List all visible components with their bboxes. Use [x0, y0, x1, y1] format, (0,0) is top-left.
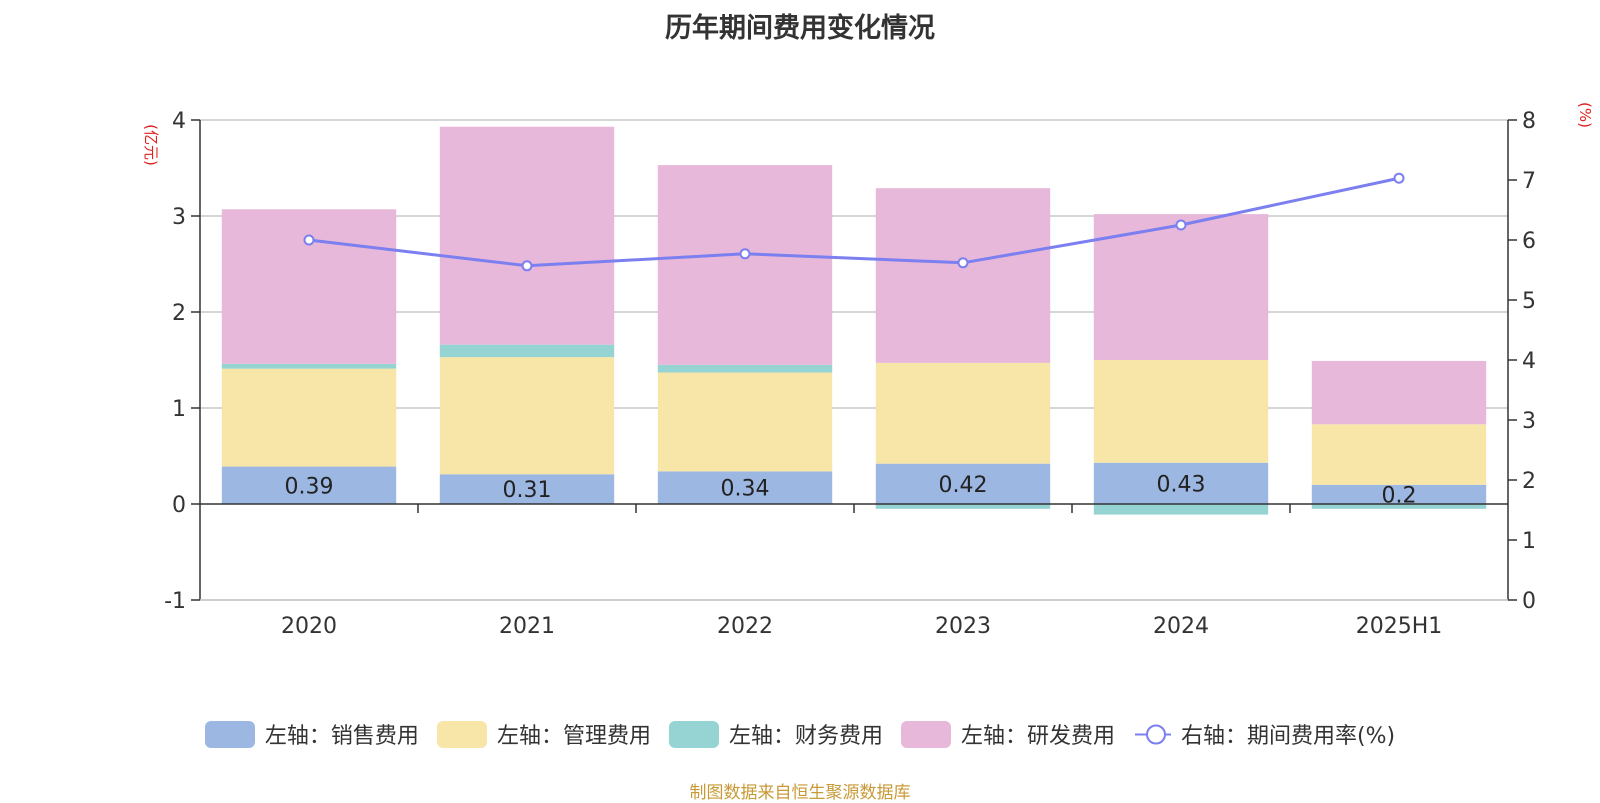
bar-segment [439, 126, 615, 345]
bar-segment [221, 363, 397, 369]
legend-item[interactable]: 左轴：研发费用 [900, 718, 1115, 750]
left-tick-label: 0 [172, 493, 186, 518]
right-tick-label: 5 [1522, 289, 1536, 314]
data-label: 0.43 [1157, 472, 1206, 497]
bar-segment [875, 188, 1051, 363]
data-label: 0.39 [285, 474, 334, 499]
right-tick-label: 6 [1522, 229, 1536, 254]
right-tick-label: 4 [1522, 349, 1536, 374]
bar-segment [875, 463, 1051, 504]
legend-label: 右轴：期间费用率(%) [1180, 724, 1396, 749]
legend-label: 左轴：财务费用 [728, 724, 883, 749]
bar-segment [439, 344, 615, 358]
x-tick-label: 2022 [717, 614, 773, 639]
legend-label: 左轴：管理费用 [496, 724, 651, 749]
legend-swatch [900, 720, 951, 748]
data-label: 0.42 [939, 473, 988, 498]
bar-segment [221, 368, 397, 467]
x-tick-label: 2023 [935, 614, 991, 639]
bar-segment [1093, 504, 1269, 515]
right-axis-unit: (%) [1576, 102, 1594, 128]
bar-segment [657, 471, 833, 504]
legend-label: 左轴：销售费用 [264, 724, 419, 749]
left-tick-label: 4 [172, 109, 186, 134]
rate-point [303, 234, 315, 246]
left-axis-unit: (亿元) [142, 124, 160, 166]
left-tick-label: 2 [172, 301, 186, 326]
data-label: 0.34 [721, 477, 770, 502]
axes: -1 0 1 2 3 4 0 1 2 3 4 5 6 7 8 2020 2021 2022 2023 2024 2025… [164, 109, 1536, 639]
right-tick-label: 7 [1522, 169, 1536, 194]
rate-point [1393, 172, 1405, 184]
bar-segment [1093, 462, 1269, 504]
chart-title: 历年期间费用变化情况 [665, 13, 935, 44]
bar-segment [1311, 360, 1487, 425]
right-tick-label: 8 [1522, 109, 1536, 134]
data-labels: 0.39 0.31 0.34 0.42 0.43 0.2 [285, 472, 1417, 508]
right-tick-label: 0 [1522, 589, 1536, 614]
legend-swatch [436, 720, 487, 748]
bar-segment [221, 466, 397, 504]
left-tick-label: -1 [164, 589, 186, 614]
rate-point [957, 257, 969, 269]
x-tick-label: 2021 [499, 614, 555, 639]
x-tick-label: 2025H1 [1356, 614, 1443, 639]
bar-segment [1093, 214, 1269, 360]
rate-line [303, 172, 1405, 272]
right-tick-label: 2 [1522, 469, 1536, 494]
legend-label: 左轴：研发费用 [960, 724, 1115, 749]
left-tick-label: 3 [172, 205, 186, 230]
bar-segment [221, 209, 397, 364]
bar-segment [657, 364, 833, 373]
legend-item[interactable]: 右轴：期间费用率(%) [1133, 718, 1395, 750]
legend-swatch [204, 720, 255, 748]
bar-segment [1311, 504, 1487, 509]
legend-item[interactable]: 左轴：销售费用 [204, 718, 419, 750]
x-tick-label: 2020 [281, 614, 337, 639]
legend: 左轴：销售费用 左轴：管理费用 左轴：财务费用 左轴：研发费用 右轴：期间费用率(%) [0, 718, 1600, 750]
data-label: 0.31 [503, 478, 552, 503]
bar-segment [657, 372, 833, 472]
source-note: 制图数据来自恒生聚源数据库 [689, 783, 911, 803]
bar-segment [1093, 360, 1269, 463]
bar-segment [439, 474, 615, 504]
x-tick-label: 2024 [1153, 614, 1209, 639]
legend-swatch [668, 720, 719, 748]
right-tick-label: 3 [1522, 409, 1536, 434]
rate-point [521, 260, 533, 272]
rate-point [739, 248, 751, 260]
right-tick-label: 1 [1522, 529, 1536, 554]
legend-line-marker [1145, 724, 1166, 744]
left-tick-label: 1 [172, 397, 186, 422]
bar-segment [439, 357, 615, 475]
legend-line-swatch [1134, 724, 1171, 744]
bar-segment [875, 362, 1051, 464]
rate-point [1175, 219, 1187, 231]
bars [221, 126, 1487, 515]
legend-item[interactable]: 左轴：财务费用 [668, 718, 883, 750]
bar-segment [1311, 424, 1487, 485]
bar-segment [1311, 484, 1487, 504]
rate-line-path [308, 176, 1400, 268]
bar-segment [657, 165, 833, 365]
data-label: 0.2 [1382, 483, 1417, 508]
legend-item[interactable]: 左轴：管理费用 [436, 718, 651, 750]
bar-segment [875, 504, 1051, 509]
